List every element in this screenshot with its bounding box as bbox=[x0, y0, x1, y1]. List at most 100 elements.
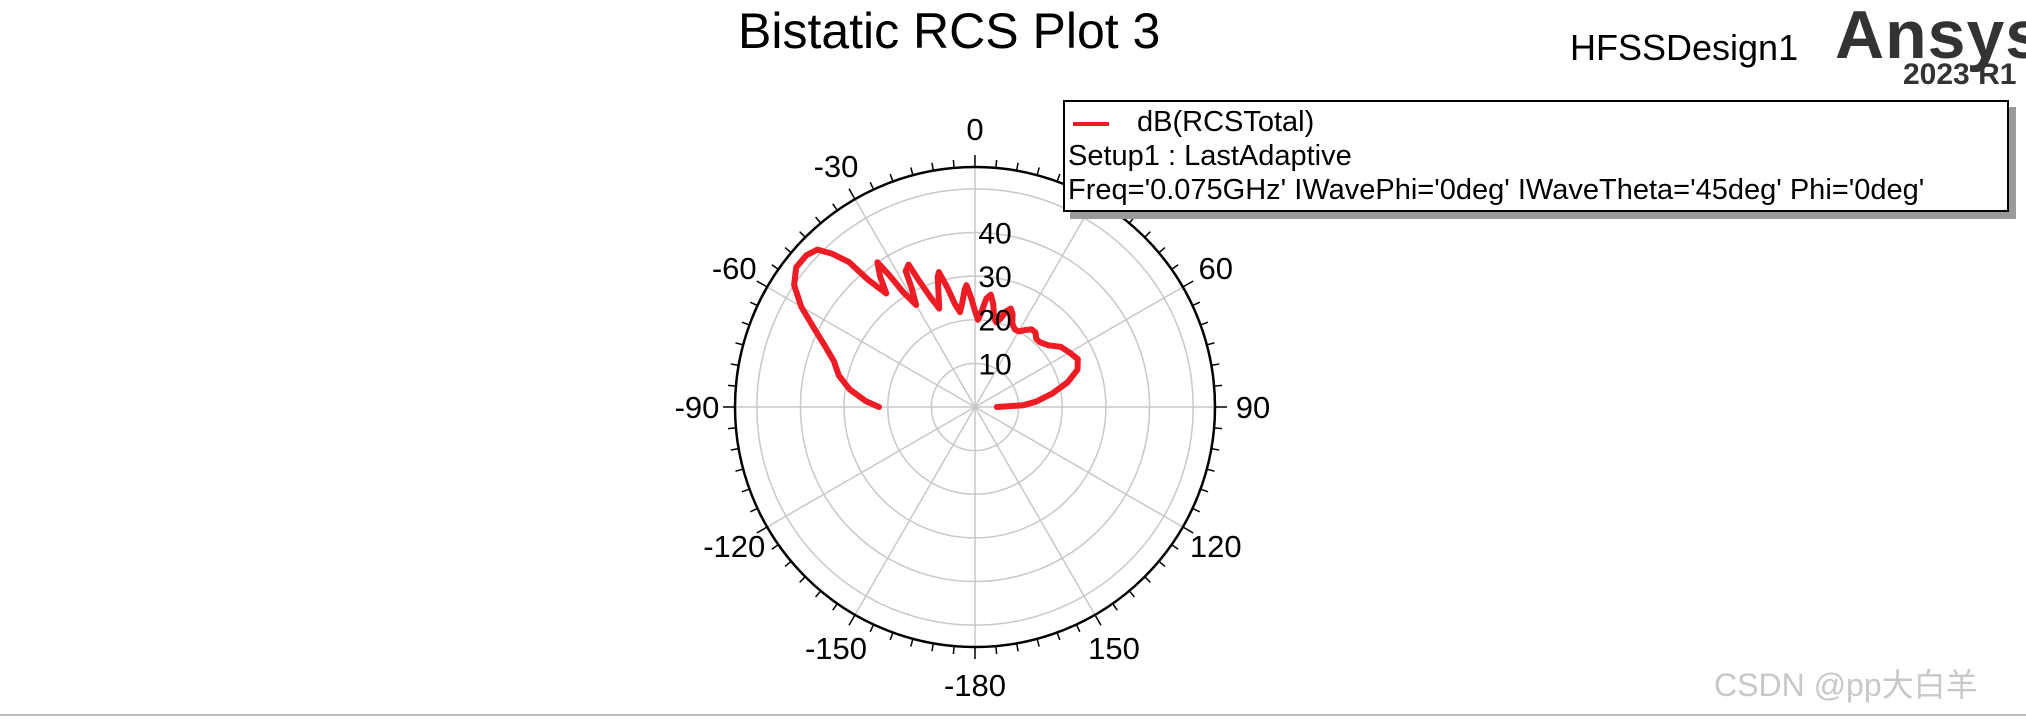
angle-tick-mark bbox=[1192, 301, 1201, 307]
angle-tick-mark bbox=[799, 576, 806, 583]
angle-tick-label: 90 bbox=[1236, 390, 1270, 425]
angle-tick-mark bbox=[756, 280, 768, 288]
angle-tick-mark bbox=[771, 264, 779, 270]
brand-logo: Ansys bbox=[1835, 0, 2026, 73]
angle-tick-label: -180 bbox=[944, 668, 1006, 703]
grid-spoke bbox=[974, 406, 1096, 616]
series-line bbox=[791, 246, 1081, 410]
angle-tick-mark bbox=[1056, 632, 1061, 641]
angle-tick-mark bbox=[1182, 280, 1194, 288]
angle-tick-mark bbox=[910, 638, 914, 647]
angle-tick-mark bbox=[1211, 447, 1220, 451]
angle-tick-mark bbox=[889, 632, 894, 641]
angle-tick-mark bbox=[749, 507, 758, 513]
version-label: 2023 R1 bbox=[1903, 58, 2017, 91]
angle-tick-mark bbox=[1075, 624, 1081, 633]
angle-tick-mark bbox=[1056, 173, 1061, 182]
angle-tick-mark bbox=[1036, 638, 1040, 647]
grid-spoke bbox=[974, 406, 1184, 528]
angle-tick-mark bbox=[1094, 614, 1102, 626]
angle-tick-mark bbox=[815, 216, 822, 224]
angle-tick-label: -120 bbox=[703, 529, 765, 564]
grid-spoke bbox=[766, 406, 976, 528]
angle-tick-mark bbox=[1036, 167, 1040, 176]
grid-spoke bbox=[974, 286, 1184, 408]
angle-tick-mark bbox=[1214, 384, 1223, 387]
angle-tick-label: 120 bbox=[1190, 529, 1242, 564]
angle-tick-mark bbox=[730, 363, 739, 367]
angle-tick-mark bbox=[869, 181, 875, 190]
angle-tick-mark bbox=[1211, 363, 1220, 367]
angle-tick-mark bbox=[1158, 247, 1166, 254]
angle-tick-label: -150 bbox=[805, 631, 867, 666]
angle-tick-mark bbox=[1171, 264, 1179, 270]
bottom-divider bbox=[0, 714, 2026, 716]
angle-tick-mark bbox=[889, 173, 894, 182]
angle-tick-mark bbox=[995, 159, 998, 168]
angle-tick-mark bbox=[815, 590, 822, 598]
angle-tick-mark bbox=[832, 203, 838, 211]
angle-tick-mark bbox=[1206, 342, 1215, 346]
angle-tick-mark bbox=[1200, 321, 1209, 326]
legend[interactable]: dB(RCSTotal) Setup1 : LastAdaptive Freq=… bbox=[1063, 100, 2009, 212]
angle-tick-mark bbox=[727, 427, 736, 430]
angle-tick-mark bbox=[1182, 526, 1194, 534]
angle-tick-mark bbox=[1015, 643, 1019, 652]
angle-tick-label: -30 bbox=[814, 149, 859, 184]
angle-tick-mark bbox=[749, 301, 758, 307]
angle-tick-mark bbox=[771, 544, 779, 550]
angle-tick-mark bbox=[741, 321, 750, 326]
angle-tick-mark bbox=[1158, 560, 1166, 567]
angle-tick-mark bbox=[1112, 603, 1118, 611]
angle-tick-mark bbox=[1171, 544, 1179, 550]
angle-tick-label: -60 bbox=[712, 251, 757, 286]
grid-spoke bbox=[974, 198, 1096, 408]
angle-tick-label: 60 bbox=[1199, 251, 1233, 286]
angle-tick-mark bbox=[952, 646, 955, 655]
angle-tick-mark bbox=[848, 188, 856, 200]
angle-tick-mark bbox=[848, 614, 856, 626]
angle-tick-mark bbox=[735, 342, 744, 346]
angle-tick-mark bbox=[784, 560, 792, 567]
angle-tick-mark bbox=[1200, 488, 1209, 493]
angle-tick-mark bbox=[1144, 231, 1151, 238]
angle-tick-mark bbox=[1128, 590, 1135, 598]
angle-tick-mark bbox=[995, 646, 998, 655]
design-name: HFSSDesign1 bbox=[1570, 27, 1799, 68]
radial-tick-label: 20 bbox=[978, 305, 1011, 338]
series-layer bbox=[791, 246, 1081, 410]
angle-tick-mark bbox=[910, 167, 914, 176]
angle-tick-mark bbox=[730, 447, 739, 451]
angle-tick-mark bbox=[727, 384, 736, 387]
polar-axis bbox=[723, 155, 1227, 659]
angle-tick-mark bbox=[1144, 576, 1151, 583]
angle-tick-mark bbox=[832, 603, 838, 611]
angle-tick-mark bbox=[869, 624, 875, 633]
legend-params-line: Freq='0.075GHz' IWavePhi='0deg' IWaveThe… bbox=[1068, 174, 1925, 206]
angle-tick-label: 150 bbox=[1088, 631, 1140, 666]
angle-tick-mark bbox=[931, 643, 935, 652]
angle-tick-mark bbox=[741, 488, 750, 493]
watermark: CSDN @pp大白羊 bbox=[1714, 667, 1978, 703]
angle-tick-mark bbox=[1015, 162, 1019, 171]
radial-tick-label: 30 bbox=[978, 261, 1011, 294]
legend-setup-line: Setup1 : LastAdaptive bbox=[1068, 140, 1352, 172]
angle-tick-mark bbox=[931, 162, 935, 171]
angle-tick-label: -90 bbox=[675, 390, 720, 425]
angle-tick-mark bbox=[784, 247, 792, 254]
chart-title: Bistatic RCS Plot 3 bbox=[738, 3, 1161, 59]
angle-tick-mark bbox=[1214, 427, 1223, 430]
polar-grid bbox=[735, 167, 1215, 647]
legend-entry: dB(RCSTotal) bbox=[1137, 106, 1315, 138]
angle-tick-mark bbox=[952, 159, 955, 168]
angle-tick-mark bbox=[756, 526, 768, 534]
grid-spoke bbox=[854, 406, 976, 616]
radial-tick-label: 10 bbox=[978, 348, 1011, 381]
angle-tick-mark bbox=[735, 468, 744, 472]
angle-tick-mark bbox=[1192, 507, 1201, 513]
radial-tick-label: 40 bbox=[978, 217, 1011, 250]
angle-tick-mark bbox=[1128, 216, 1135, 224]
angle-tick-mark bbox=[1206, 468, 1215, 472]
legend-swatch bbox=[1073, 122, 1109, 126]
